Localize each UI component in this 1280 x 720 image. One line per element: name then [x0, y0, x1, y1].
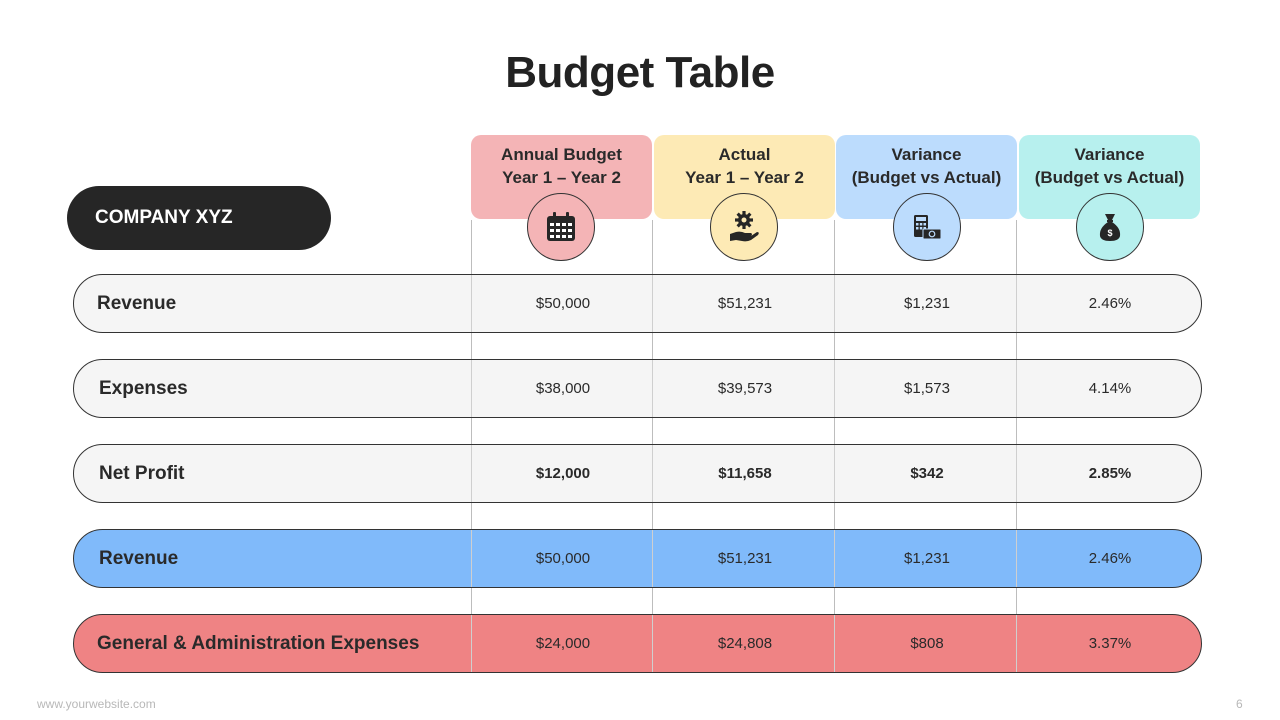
page-number: 6: [1236, 697, 1243, 711]
cell-variance-percent: 3.37%: [1088, 635, 1132, 652]
cell-actual: $11,658: [718, 465, 772, 482]
cell-actual: $24,808: [717, 635, 773, 652]
calculator-cash-icon-circle: [893, 193, 961, 261]
calendar-icon-circle: [527, 193, 595, 261]
cell-divider: [834, 530, 835, 587]
cell-divider: [834, 275, 835, 332]
gear-hand-icon-circle: [710, 193, 778, 261]
cell-divider: [471, 360, 472, 417]
cell-divider: [1016, 275, 1017, 332]
cell-divider: [1016, 360, 1017, 417]
column-header-line2: Year 1 – Year 2: [685, 168, 804, 187]
calendar-icon: [547, 212, 575, 241]
cell-divider: [652, 445, 653, 502]
page-title: Budget Table: [505, 48, 775, 97]
company-name: COMPANY XYZ: [95, 207, 233, 228]
column-header-line1: Variance: [891, 145, 962, 164]
cell-divider: [471, 615, 472, 672]
cell-divider: [1016, 615, 1017, 672]
cell-divider: [652, 530, 653, 587]
row-label: Net Profit: [99, 463, 185, 484]
column-header-line1: Annual Budget: [501, 145, 622, 164]
column-header-actual: Actual Year 1 – Year 2: [654, 135, 835, 219]
cell-annual-budget: $50,000: [535, 295, 591, 312]
cell-annual-budget: $24,000: [535, 635, 591, 652]
cell-divider: [652, 615, 653, 672]
cell-divider: [1016, 445, 1017, 502]
money-bag-icon: $: [1099, 214, 1121, 241]
row-label: General & Administration Expenses: [97, 633, 420, 654]
cell-variance-percent: 2.46%: [1088, 295, 1132, 312]
column-header-line2: Year 1 – Year 2: [502, 168, 621, 187]
cell-variance-percent: 4.14%: [1088, 380, 1132, 397]
cell-actual: $51,231: [717, 550, 773, 567]
table-row: Net Profit $12,000 $11,658 $342 2.85%: [73, 444, 1202, 503]
column-header-line1: Variance: [1074, 145, 1145, 164]
gear-hand-icon: [730, 211, 759, 242]
svg-text:$: $: [1107, 228, 1112, 238]
cell-divider: [834, 445, 835, 502]
row-label: Expenses: [99, 378, 188, 399]
company-badge: COMPANY XYZ: [67, 186, 331, 250]
cell-actual: $51,231: [717, 295, 773, 312]
cell-divider: [834, 360, 835, 417]
cell-divider: [652, 360, 653, 417]
cell-variance-amount: $1,231: [904, 295, 950, 312]
column-header-line1: Actual: [718, 145, 771, 164]
table-row: Revenue $50,000 $51,231 $1,231 2.46%: [73, 274, 1202, 333]
cell-annual-budget: $38,000: [535, 380, 591, 397]
cell-annual-budget: $50,000: [535, 550, 591, 567]
cell-variance-percent: 2.85%: [1088, 465, 1132, 482]
calculator-cash-icon: [914, 215, 942, 240]
column-header-line2: (Budget vs Actual): [851, 168, 1002, 187]
table-row: General & Administration Expenses $24,00…: [73, 614, 1202, 673]
table-row: Expenses $38,000 $39,573 $1,573 4.14%: [73, 359, 1202, 418]
cell-divider: [471, 275, 472, 332]
cell-variance-amount: $1,573: [904, 380, 950, 397]
cell-variance-amount: $1,231: [904, 550, 950, 567]
cell-divider: [471, 530, 472, 587]
cell-divider: [471, 445, 472, 502]
column-header-line2: (Budget vs Actual): [1034, 168, 1185, 187]
cell-annual-budget: $12,000: [535, 465, 591, 482]
footer-website: www.yourwebsite.com: [37, 697, 156, 711]
cell-variance-amount: $342: [910, 465, 944, 482]
column-header-variance-amount: Variance (Budget vs Actual): [836, 135, 1017, 219]
cell-variance-amount: $808: [910, 635, 944, 652]
cell-actual: $39,573: [717, 380, 773, 397]
cell-divider: [1016, 530, 1017, 587]
table-row: Revenue $50,000 $51,231 $1,231 2.46%: [73, 529, 1202, 588]
cell-divider: [834, 615, 835, 672]
column-header-variance-percent: Variance (Budget vs Actual): [1019, 135, 1200, 219]
money-bag-icon-circle: $: [1076, 193, 1144, 261]
row-label: Revenue: [99, 548, 179, 569]
cell-divider: [652, 275, 653, 332]
row-label: Revenue: [97, 293, 177, 314]
cell-variance-percent: 2.46%: [1088, 550, 1132, 567]
